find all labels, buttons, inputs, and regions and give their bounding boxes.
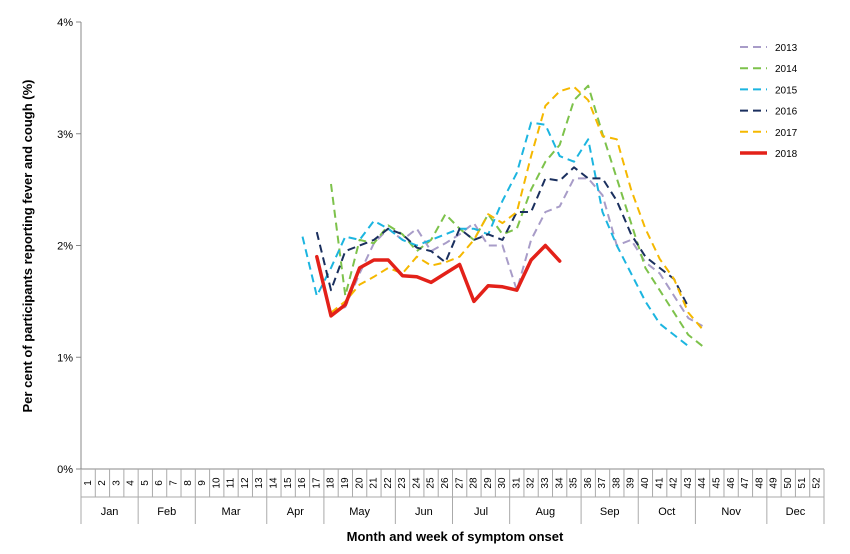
x-tick-label: 25 bbox=[426, 477, 437, 489]
x-tick-label: 16 bbox=[297, 477, 308, 489]
x-tick-label: 28 bbox=[469, 477, 480, 489]
x-tick-label: 52 bbox=[811, 477, 822, 489]
x-tick-label: 5 bbox=[140, 480, 151, 486]
legend-label-2017: 2017 bbox=[775, 128, 798, 139]
x-tick-label: 7 bbox=[169, 480, 180, 486]
month-label: Nov bbox=[721, 506, 741, 518]
x-tick-label: 1 bbox=[83, 480, 94, 486]
x-tick-label: 32 bbox=[526, 477, 537, 489]
x-tick-label: 48 bbox=[754, 477, 765, 489]
month-label: Aug bbox=[536, 506, 556, 518]
x-tick-label: 37 bbox=[597, 477, 608, 489]
x-tick-label: 43 bbox=[683, 477, 694, 489]
x-tick-label: 51 bbox=[797, 477, 808, 489]
month-label: May bbox=[349, 506, 370, 518]
x-tick-label: 36 bbox=[583, 477, 594, 489]
x-tick-label: 42 bbox=[669, 477, 680, 489]
x-tick-label: 44 bbox=[697, 477, 708, 489]
x-tick-label: 15 bbox=[283, 477, 294, 489]
x-tick-label: 14 bbox=[269, 477, 280, 489]
x-tick-label: 21 bbox=[369, 477, 380, 489]
x-tick-label: 45 bbox=[711, 477, 722, 489]
month-label: Jul bbox=[474, 506, 488, 518]
x-axis-title: Month and week of symptom onset bbox=[347, 529, 564, 544]
x-tick-label: 22 bbox=[383, 477, 394, 489]
x-tick-label: 3 bbox=[111, 480, 122, 486]
x-tick-label: 39 bbox=[626, 477, 637, 489]
x-tick-label: 12 bbox=[240, 477, 251, 489]
x-tick-label: 17 bbox=[311, 477, 322, 489]
x-tick-label: 31 bbox=[511, 477, 522, 489]
x-tick-label: 35 bbox=[569, 477, 580, 489]
y-tick-label: 1% bbox=[57, 352, 73, 364]
series-line-2017 bbox=[330, 85, 704, 330]
month-label: Mar bbox=[222, 506, 241, 518]
x-tick-label: 41 bbox=[654, 477, 665, 489]
month-label: Jan bbox=[101, 506, 119, 518]
x-tick-label: 10 bbox=[211, 477, 222, 489]
month-label: Jun bbox=[415, 506, 433, 518]
x-tick-label: 30 bbox=[497, 477, 508, 489]
y-tick-label: 4% bbox=[57, 17, 73, 29]
x-tick-label: 26 bbox=[440, 477, 451, 489]
month-label: Feb bbox=[157, 506, 176, 518]
x-tick-label: 40 bbox=[640, 477, 651, 489]
x-tick-label: 33 bbox=[540, 477, 551, 489]
month-label: Oct bbox=[658, 506, 675, 518]
legend-label-2013: 2013 bbox=[775, 43, 798, 54]
series-line-2014 bbox=[330, 84, 704, 347]
x-tick-label: 19 bbox=[340, 477, 351, 489]
y-tick-label: 2% bbox=[57, 241, 73, 253]
x-tick-label: 24 bbox=[411, 477, 422, 489]
x-tick-label: 29 bbox=[483, 477, 494, 489]
y-tick-label: 3% bbox=[57, 129, 73, 141]
series-line-2018 bbox=[315, 243, 562, 318]
x-tick-label: 47 bbox=[740, 477, 751, 489]
month-label: Apr bbox=[287, 506, 304, 518]
month-label: Sep bbox=[600, 506, 620, 518]
x-tick-label: 4 bbox=[126, 480, 137, 486]
legend-label-2018: 2018 bbox=[775, 149, 798, 160]
y-tick-label: 0% bbox=[57, 464, 73, 476]
x-tick-label: 6 bbox=[154, 480, 165, 486]
legend-label-2016: 2016 bbox=[775, 107, 798, 118]
x-tick-label: 9 bbox=[197, 480, 208, 486]
x-tick-label: 11 bbox=[226, 477, 237, 488]
y-axis-title: Per cent of participants reporting fever… bbox=[20, 80, 35, 413]
x-tick-label: 20 bbox=[354, 477, 365, 489]
x-axis: 1 2 3 4 5 6 7 8 9 10 11 12 13 14 15 16 17 18 19 20 21 22 23 24 2… bbox=[80, 468, 825, 524]
x-tick-label: 34 bbox=[554, 477, 565, 489]
x-tick-label: 18 bbox=[326, 477, 337, 489]
y-axis: 0% 1% 2% 3% 4% bbox=[57, 17, 82, 476]
x-tick-label: 13 bbox=[254, 477, 265, 489]
x-tick-label: 46 bbox=[726, 477, 737, 489]
x-tick-label: 8 bbox=[183, 480, 194, 486]
x-tick-label: 27 bbox=[454, 477, 465, 489]
month-label: Dec bbox=[786, 506, 806, 518]
legend-label-2015: 2015 bbox=[775, 85, 798, 96]
legend: 2013 2014 2015 2016 2017 2018 bbox=[740, 43, 798, 160]
plot-series bbox=[301, 84, 704, 347]
legend-label-2014: 2014 bbox=[775, 64, 798, 75]
x-tick-label: 49 bbox=[769, 477, 780, 489]
series-line-2016 bbox=[315, 166, 690, 308]
series-line-2015 bbox=[301, 121, 689, 347]
x-tick-label: 50 bbox=[783, 477, 794, 489]
x-tick-label: 2 bbox=[97, 480, 108, 486]
x-tick-label: 23 bbox=[397, 477, 408, 489]
x-tick-label: 38 bbox=[611, 477, 622, 489]
